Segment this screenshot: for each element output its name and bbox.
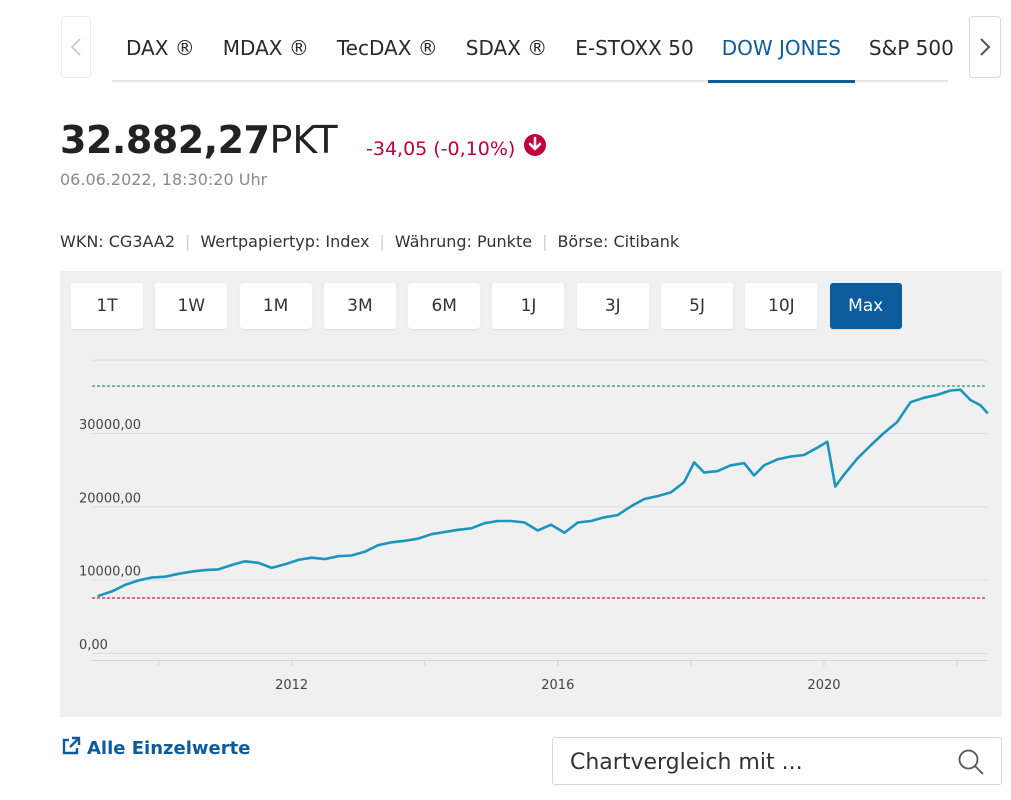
chevron-right-icon: [980, 38, 991, 56]
range-button-1t[interactable]: 1T: [71, 283, 143, 329]
tab-estoxx50[interactable]: E-STOXX 50: [575, 36, 694, 60]
tab-sp500[interactable]: S&P 500: [868, 36, 954, 60]
meta-separator: |: [379, 232, 385, 251]
range-button-3j[interactable]: 3J: [576, 283, 649, 329]
tab-mdax[interactable]: MDAX ®: [222, 36, 309, 60]
search-icon[interactable]: [957, 748, 985, 780]
all-constituents-link[interactable]: Alle Einzelwerte: [61, 736, 250, 761]
price-chart[interactable]: 2012 2016 2020 0,00 10000,00 20000,00 30000,00: [60, 271, 1002, 717]
chart-panel: 2012 2016 2020 0,00 10000,00 20000,00 30000,00…: [60, 271, 1002, 717]
series-line: [97, 388, 989, 598]
x-tick-label: 2012: [275, 678, 308, 693]
tabs-baseline: [112, 80, 948, 82]
all-constituents-label: Alle Einzelwerte: [87, 738, 251, 759]
meta-separator: |: [185, 232, 191, 251]
tab-dow-jones[interactable]: DOW JONES: [707, 30, 856, 83]
price-unit: PKT: [269, 118, 338, 162]
current-price: 32.882,27PKT: [60, 116, 338, 164]
price-value: 32.882,27: [60, 118, 270, 162]
range-button-5j[interactable]: 5J: [661, 283, 734, 329]
chevron-left-icon: [70, 38, 81, 56]
y-tick-label: 0,00: [79, 638, 108, 653]
range-button-1m[interactable]: 1M: [239, 283, 312, 329]
range-button-6m[interactable]: 6M: [408, 283, 481, 329]
meta-currency: Währung: Punkte: [394, 232, 533, 251]
price-change: -34,05 (-0,10%): [366, 133, 547, 164]
price-change-text: -34,05 (-0,10%): [366, 137, 516, 160]
range-button-10j[interactable]: 10J: [745, 283, 818, 329]
meta-wkn: WKN: CG3AA2: [60, 232, 176, 251]
x-tick-label: 2020: [807, 678, 840, 693]
external-link-icon: [61, 736, 81, 761]
y-tick-label: 30000,00: [79, 418, 141, 433]
range-button-3m[interactable]: 3M: [323, 283, 396, 329]
range-button-max[interactable]: Max: [829, 283, 902, 329]
chart-compare-input[interactable]: [568, 746, 952, 778]
quote-timestamp: 06.06.2022, 18:30:20 Uhr: [60, 170, 268, 189]
y-tick-label: 10000,00: [79, 565, 141, 580]
range-button-1w[interactable]: 1W: [155, 283, 228, 329]
tab-sdax[interactable]: SDAX ®: [465, 36, 548, 60]
tabs-prev-button[interactable]: [61, 16, 91, 78]
meta-type: Wertpapiertyp: Index: [200, 232, 370, 251]
meta-separator: |: [542, 232, 548, 251]
time-range-selector: 1T 1W 1M 3M 6M 1J 3J 5J 10J Max: [71, 283, 914, 329]
y-tick-label: 20000,00: [79, 491, 141, 506]
chart-compare-search: [552, 737, 1002, 785]
meta-exchange: Börse: Citibank: [557, 232, 680, 251]
index-tabs: DAX ® MDAX ® TecDAX ® SDAX ® E-STOXX 50 …: [112, 30, 968, 83]
range-button-1j[interactable]: 1J: [492, 283, 565, 329]
tab-dax[interactable]: DAX ®: [126, 36, 195, 60]
index-tab-bar: DAX ® MDAX ® TecDAX ® SDAX ® E-STOXX 50 …: [0, 0, 1011, 90]
tabs-next-button[interactable]: [969, 16, 1001, 78]
arrow-down-circle-icon: [523, 133, 547, 164]
security-meta: WKN: CG3AA2 | Wertpapiertyp: Index | Wäh…: [60, 232, 679, 251]
x-tick-label: 2016: [541, 678, 574, 693]
tab-tecdax[interactable]: TecDAX ®: [336, 36, 438, 60]
